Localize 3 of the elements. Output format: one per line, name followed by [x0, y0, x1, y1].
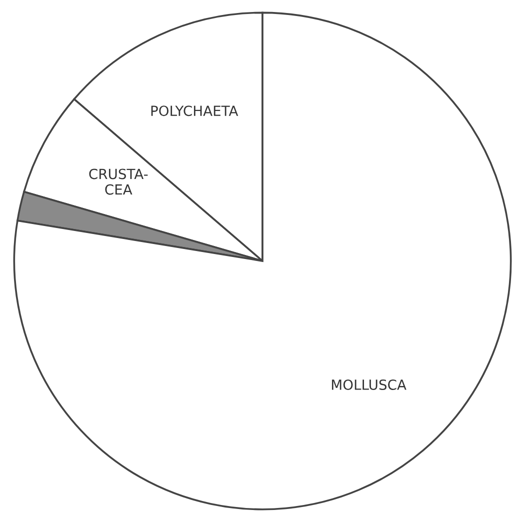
- slice-label: CRUSTA- CEA: [89, 168, 148, 195]
- slice-label: POLYCHAETA: [151, 106, 238, 116]
- slice-label: MOLLUSCA: [332, 379, 406, 390]
